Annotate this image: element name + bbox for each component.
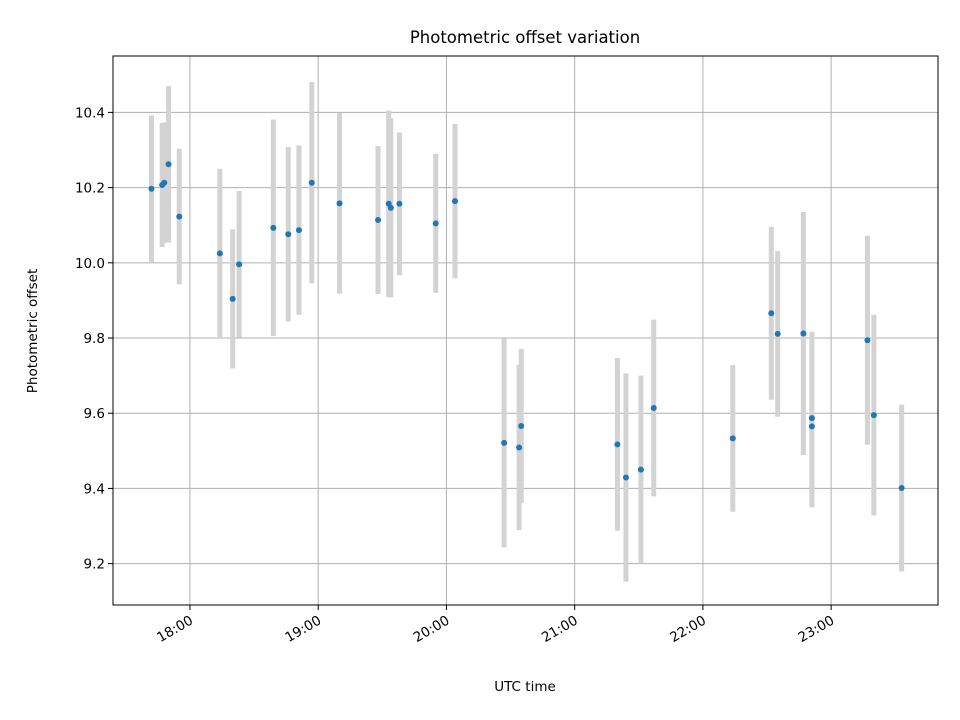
x-tick-label: 23:00	[795, 613, 837, 646]
x-tick-label: 19:00	[282, 613, 324, 646]
data-point	[808, 415, 815, 422]
data-point	[774, 330, 781, 337]
data-point	[808, 423, 815, 430]
data-point	[864, 337, 871, 344]
x-axis-label: UTC time	[494, 679, 556, 695]
data-point	[432, 220, 439, 227]
data-point	[161, 179, 168, 186]
plot-area-frame	[112, 55, 939, 606]
error-bars	[148, 81, 905, 582]
data-point	[229, 295, 236, 302]
data-point	[898, 485, 905, 492]
chart-title: Photometric offset variation	[410, 28, 640, 47]
data-point	[148, 185, 155, 192]
data-point	[637, 466, 644, 473]
data-point	[285, 231, 292, 238]
data-point	[375, 216, 382, 223]
data-point	[614, 441, 621, 448]
data-point	[501, 439, 508, 446]
data-point	[870, 412, 877, 419]
data-point	[729, 435, 736, 442]
y-tick-label: 10.4	[75, 105, 105, 121]
data-point	[165, 161, 172, 168]
grid-lines	[113, 56, 938, 605]
data-point	[270, 224, 277, 231]
x-tick-label: 21:00	[539, 613, 581, 646]
x-axis-ticks: 18:00 19:00 20:00 21:00 22:00 23:00	[154, 605, 837, 646]
x-tick-label: 22:00	[667, 613, 709, 646]
y-tick-label: 10.2	[75, 181, 105, 197]
data-point	[768, 310, 775, 317]
data-point	[308, 179, 315, 186]
data-point	[650, 404, 657, 411]
data-point	[518, 423, 525, 430]
data-point	[622, 474, 629, 481]
data-points	[148, 161, 905, 492]
x-tick-label: 20:00	[411, 613, 453, 646]
data-point	[387, 204, 394, 211]
y-axis-label: Photometric offset	[25, 269, 41, 393]
data-point	[396, 200, 403, 207]
y-tick-label: 9.4	[84, 481, 105, 497]
data-point	[451, 198, 458, 205]
y-axis-ticks: 9.2 9.4 9.6 9.8 10.0 10.2 10.4	[75, 105, 113, 573]
data-point	[516, 444, 523, 451]
y-tick-label: 9.6	[84, 406, 105, 422]
x-tick-label: 18:00	[154, 613, 196, 646]
data-point	[216, 250, 223, 257]
data-point	[176, 213, 183, 220]
y-tick-label: 9.8	[84, 331, 105, 347]
data-point	[295, 227, 302, 234]
y-tick-label: 9.2	[84, 557, 105, 573]
y-tick-label: 10.0	[75, 256, 105, 272]
data-point	[800, 330, 807, 337]
data-point	[336, 200, 343, 207]
data-point	[236, 261, 243, 268]
